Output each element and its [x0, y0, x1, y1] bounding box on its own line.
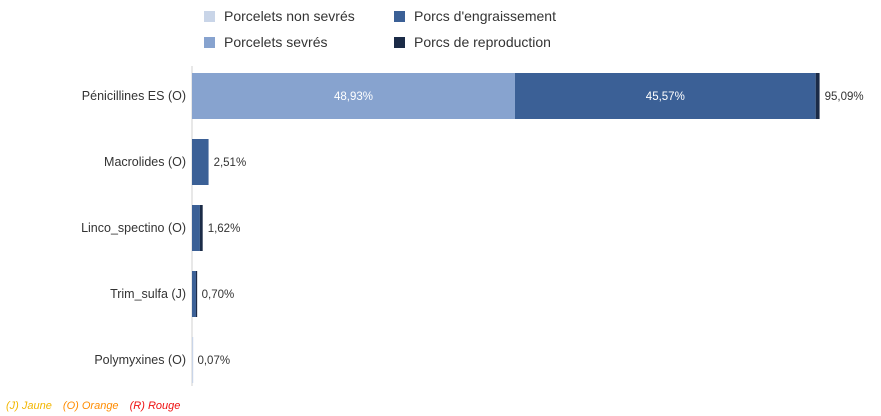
legend-swatch — [394, 36, 405, 48]
legend-swatch — [394, 10, 405, 22]
stacked-bar-chart: Pénicillines ES (O) 48,93% 45,57% 95,09% Mac… — [81, 66, 864, 386]
category-label: Pénicillines ES (O) — [82, 89, 186, 103]
chart-legend: Porcelets non sevrés Porcs d'engraisseme… — [204, 8, 624, 54]
total-data-label: 95,09% — [825, 91, 864, 103]
total-data-label: 1,62% — [208, 223, 241, 235]
category-label: Polymyxines (O) — [94, 353, 186, 367]
legend-label: Porcs d'engraissement — [414, 8, 556, 24]
legend-label: Porcelets sevrés — [224, 34, 328, 50]
total-data-label: 2,51% — [214, 157, 247, 169]
legend-item-porcs-engraissement: Porcs d'engraissement — [394, 8, 556, 24]
risk-color-footnote: (J) Jaune (O) Orange (R) Rouge — [6, 400, 188, 412]
legend-item-porcs-reproduction: Porcs de reproduction — [394, 34, 551, 50]
segment-data-label: 45,57% — [646, 91, 685, 103]
bar-segment — [192, 139, 209, 185]
legend-label: Porcs de reproduction — [414, 34, 551, 50]
legend-label: Porcelets non sevrés — [224, 8, 355, 24]
bar-segment — [815, 73, 820, 119]
segment-data-label: 48,93% — [334, 91, 373, 103]
bar-segment — [192, 271, 196, 317]
legend-item-porcelets-sevres: Porcelets sevrés — [204, 34, 327, 50]
bar-segment — [514, 73, 816, 119]
footnote-orange: (O) Orange — [62, 400, 119, 412]
category-label: Macrolides (O) — [104, 155, 186, 169]
legend-item-porcelets-non-sevres: Porcelets non sevrés — [204, 8, 355, 24]
footnote-jaune: (J) Jaune — [6, 400, 52, 412]
bar-segment — [192, 337, 194, 383]
bar-segment — [195, 271, 198, 317]
category-label: Trim_sulfa (J) — [110, 287, 186, 301]
bar-segment — [192, 205, 200, 251]
category-label: Linco_spectino (O) — [81, 221, 186, 235]
total-data-label: 0,07% — [197, 355, 230, 367]
legend-swatch — [204, 36, 215, 48]
bar-segment — [199, 205, 203, 251]
total-data-label: 0,70% — [202, 289, 235, 301]
legend-swatch — [204, 10, 215, 22]
footnote-rouge: (R) Rouge — [129, 400, 181, 412]
bar-segment — [192, 73, 515, 119]
